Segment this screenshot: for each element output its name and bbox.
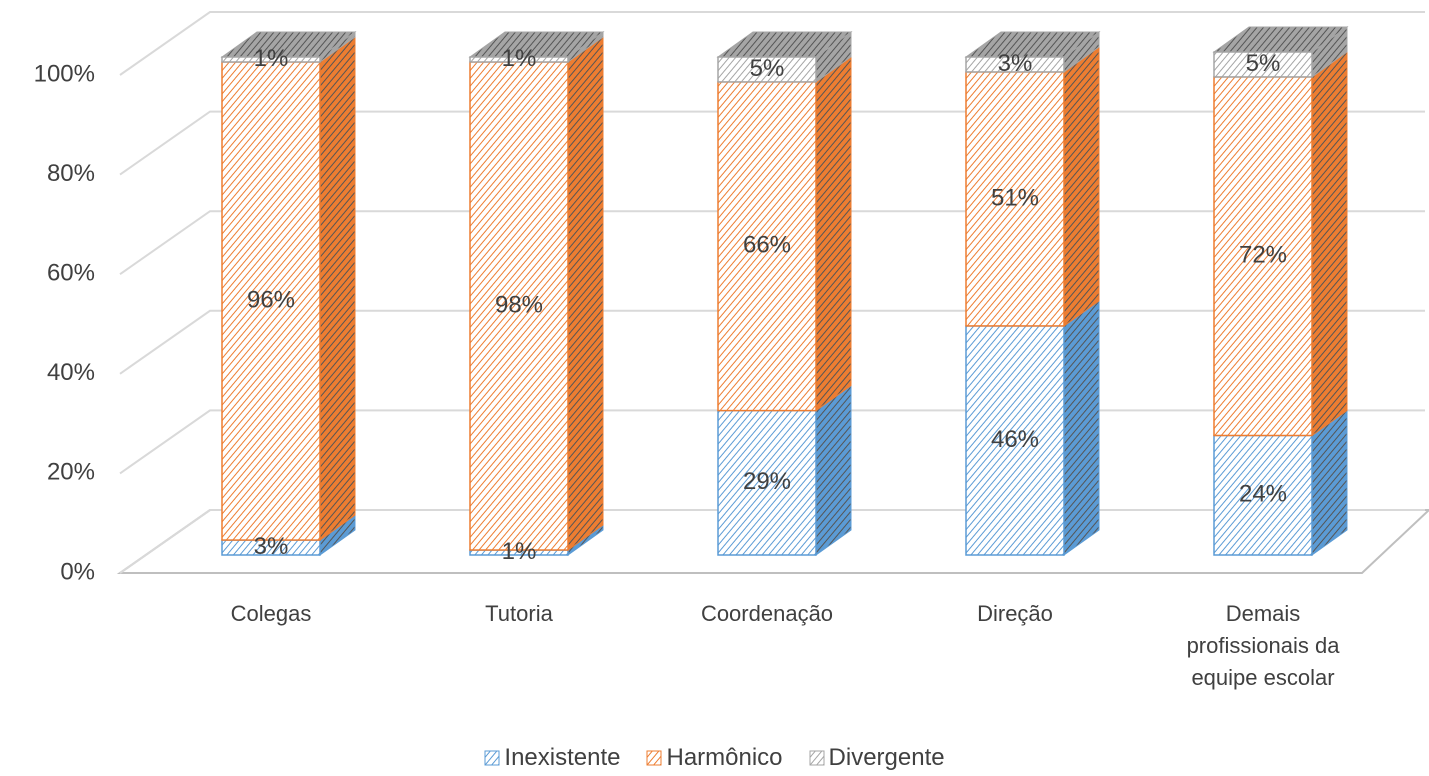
data-label: 98% <box>495 291 543 318</box>
legend-label: Inexistente <box>504 744 621 771</box>
bar-side <box>567 36 604 551</box>
data-label: 1% <box>502 538 537 565</box>
data-label: 5% <box>1246 50 1281 77</box>
data-label: 72% <box>1239 242 1287 269</box>
legend-item: Inexistente <box>484 744 620 772</box>
data-label: 1% <box>502 45 537 72</box>
y-tick-label: 80% <box>47 160 95 187</box>
data-label: 3% <box>254 533 289 560</box>
data-label: 66% <box>743 232 791 259</box>
legend: Inexistente Harmônico Divergente <box>0 744 1429 772</box>
legend-swatch <box>484 750 500 766</box>
y-tick-label: 60% <box>47 260 95 287</box>
y-tick-label: 20% <box>47 459 95 486</box>
y-tick-label: 100% <box>34 60 95 87</box>
x-tick-label: Coordenação <box>700 601 834 626</box>
bar-side <box>815 384 852 556</box>
x-tick-label: Demais profissionais da equipe escolar <box>1186 601 1340 690</box>
grid-line <box>119 11 1425 76</box>
bar-side <box>1063 299 1100 556</box>
legend-item: Divergente <box>809 744 945 772</box>
bar <box>717 409 817 556</box>
x-tick-label: Tutoria <box>485 601 553 626</box>
y-tick-label: 0% <box>60 558 95 585</box>
swatch <box>646 750 662 766</box>
legend-label: Harmônico <box>666 744 783 771</box>
bar <box>965 56 1065 73</box>
bar <box>1213 51 1313 78</box>
bar <box>221 56 321 63</box>
legend-item: Harmônico <box>646 744 783 772</box>
bar <box>469 61 569 551</box>
data-label: 46% <box>991 426 1039 453</box>
bar-side <box>1063 45 1100 327</box>
bar <box>469 56 569 63</box>
data-label: 5% <box>750 55 785 82</box>
bar-side <box>1311 50 1348 437</box>
bar-side <box>815 55 852 412</box>
data-label: 51% <box>991 184 1039 211</box>
legend-swatch <box>809 750 825 766</box>
bar <box>221 61 321 541</box>
legend-label: Divergente <box>828 744 945 771</box>
bar <box>1213 76 1313 437</box>
bar <box>965 325 1065 556</box>
data-label: 96% <box>247 286 295 313</box>
y-tick-label: 40% <box>47 359 95 386</box>
data-label: 29% <box>743 468 791 495</box>
data-label: 3% <box>998 50 1033 77</box>
data-label: 1% <box>254 45 289 72</box>
bar-side <box>319 36 356 542</box>
swatch <box>484 750 500 766</box>
bar <box>717 81 817 412</box>
x-tick-label: Colegas <box>230 601 312 626</box>
data-label: 24% <box>1239 481 1287 508</box>
bar <box>717 56 817 83</box>
swatch <box>809 750 825 766</box>
x-tick-label: Direção <box>977 601 1053 626</box>
legend-swatch <box>646 750 662 766</box>
